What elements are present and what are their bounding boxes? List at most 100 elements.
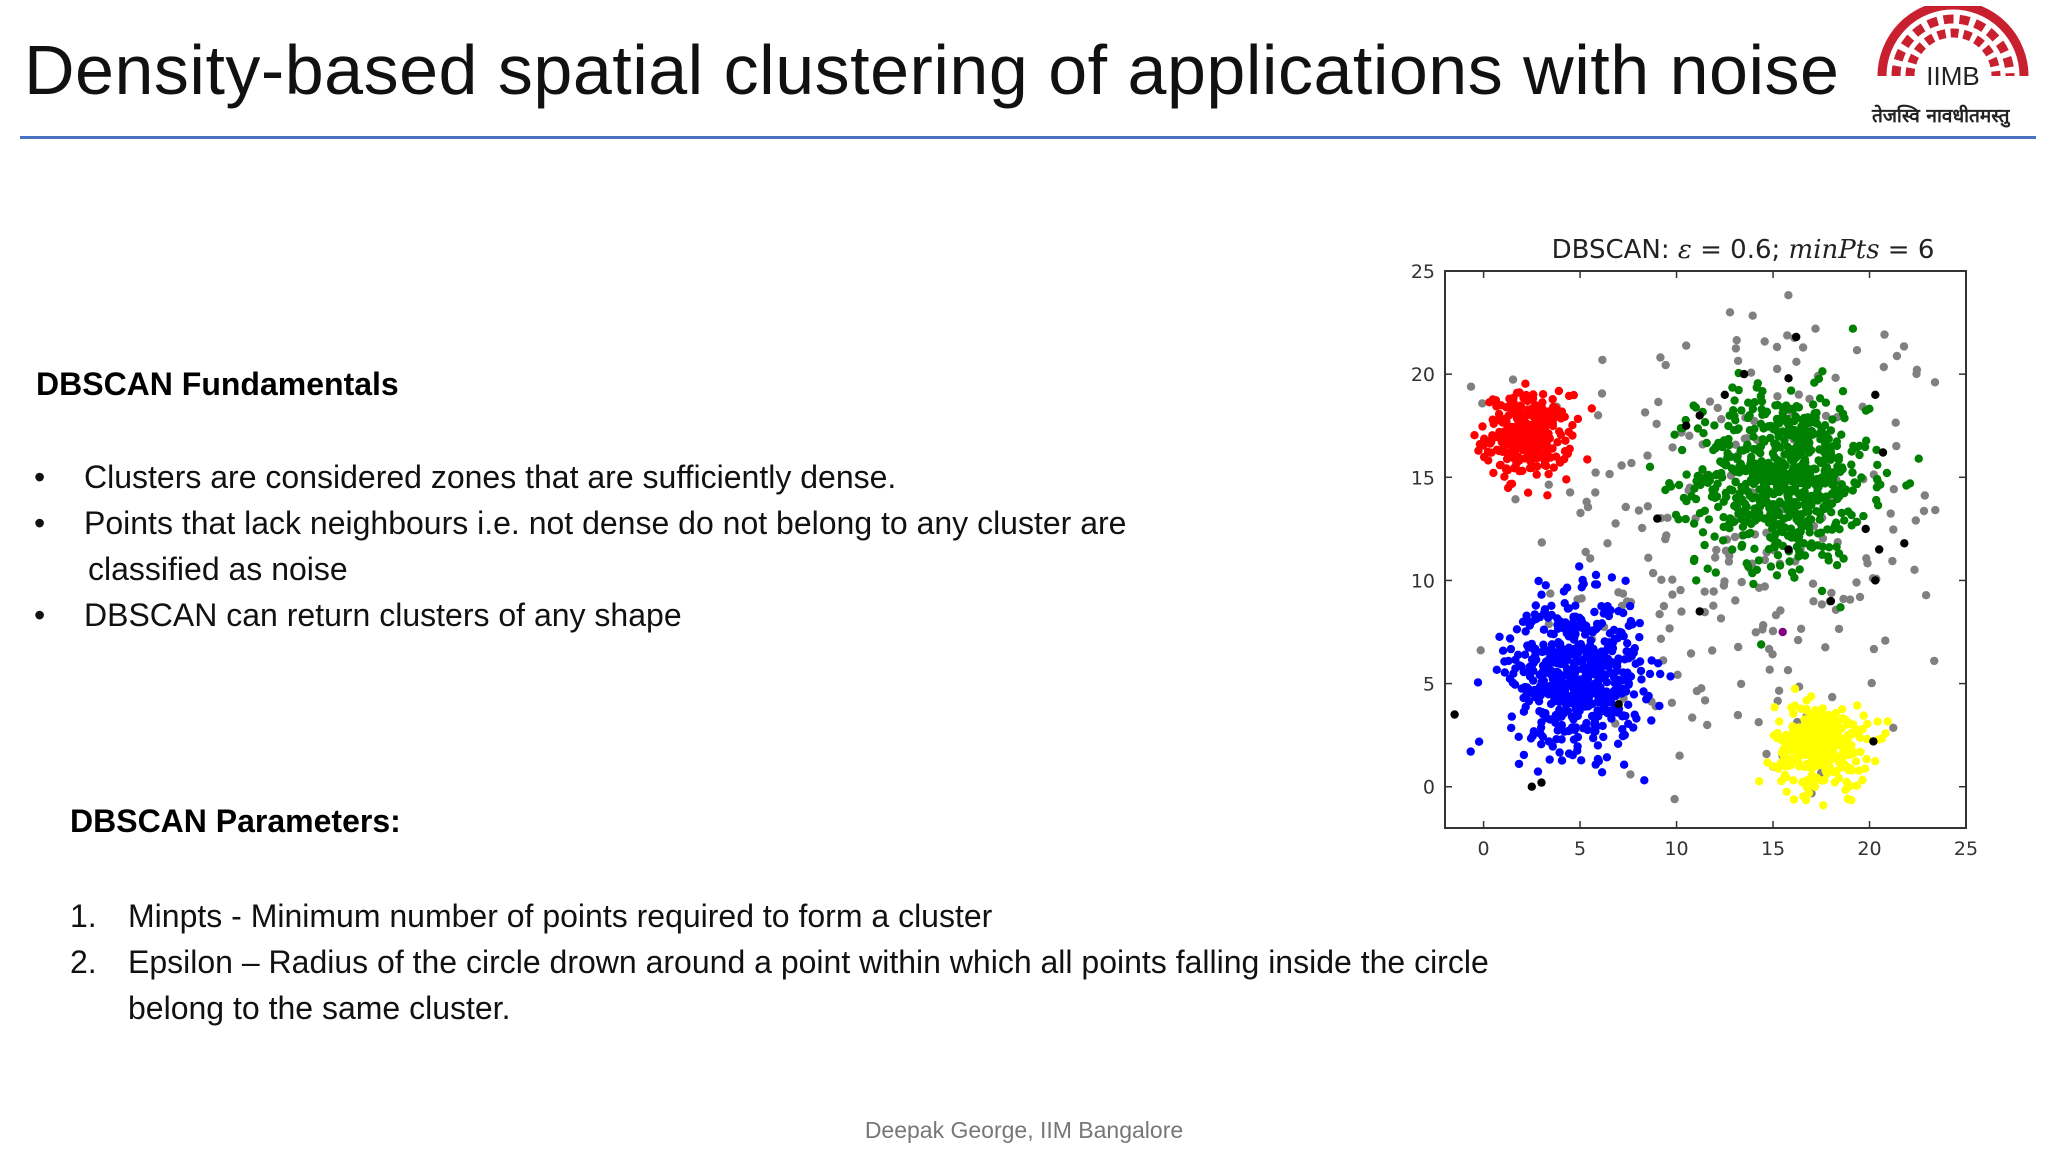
cluster-point	[1527, 639, 1536, 649]
x-tick-label: 20	[1857, 838, 1881, 860]
noise-point	[1733, 710, 1743, 720]
noise-point	[1686, 649, 1696, 658]
cluster-point	[1833, 717, 1842, 726]
cluster-point	[1629, 723, 1638, 732]
cluster-point	[1569, 689, 1578, 698]
cluster-point	[1785, 502, 1794, 511]
noise-point	[1760, 582, 1769, 591]
cluster-point	[1769, 762, 1778, 771]
cluster-point	[1573, 711, 1582, 721]
cluster-point	[1784, 420, 1793, 429]
cluster-point	[1753, 446, 1762, 455]
outlier-point	[1778, 627, 1787, 637]
cluster-point	[1489, 468, 1498, 478]
cluster-point	[1719, 522, 1728, 532]
cluster-point	[1538, 647, 1548, 656]
noise-point	[1862, 554, 1871, 563]
cluster-point	[1557, 756, 1567, 765]
outlier-point	[1537, 778, 1546, 787]
cluster-point	[1801, 507, 1810, 516]
cluster-point	[1776, 443, 1785, 452]
cluster-point	[1800, 715, 1809, 724]
cluster-point	[1538, 390, 1548, 399]
cluster-point	[1766, 562, 1776, 571]
cluster-point	[1721, 461, 1730, 470]
cluster-point	[1778, 427, 1787, 436]
cluster-point	[1605, 629, 1615, 638]
cluster-point	[1600, 649, 1609, 658]
y-tick-label: 5	[1423, 674, 1435, 696]
bullet-item: • Clusters are considered zones that are…	[30, 454, 1280, 500]
cluster-point	[1700, 540, 1709, 550]
cluster-point	[1545, 715, 1555, 724]
noise-point	[1711, 553, 1720, 562]
cluster-point	[1734, 385, 1743, 395]
noise-point	[1637, 523, 1647, 533]
cluster-point	[1794, 517, 1803, 526]
noise-point	[1665, 624, 1674, 633]
cluster-point	[1519, 707, 1529, 716]
cluster-point	[1770, 543, 1779, 552]
chart-title-prefix: DBSCAN:	[1552, 235, 1678, 265]
cluster-point	[1519, 431, 1528, 440]
cluster-point	[1682, 470, 1691, 479]
cluster-point	[1495, 632, 1504, 641]
noise-point	[1737, 577, 1746, 587]
noise-point	[1591, 468, 1600, 477]
noise-point	[1611, 519, 1620, 528]
chart-axes: 0 5 10 15 20 25 0 5 10 15 20 25	[1411, 261, 1978, 860]
noise-point	[1661, 534, 1670, 544]
noise-point	[1784, 291, 1793, 300]
noise-point	[1768, 626, 1778, 636]
cluster-point	[1748, 404, 1758, 414]
cluster-point	[1789, 776, 1798, 785]
cluster-point	[1572, 665, 1581, 675]
cluster-point	[1741, 484, 1750, 494]
noise-point	[1709, 601, 1718, 610]
cluster-point	[1542, 685, 1551, 695]
noise-point	[1796, 624, 1806, 633]
noise-point	[1544, 620, 1553, 629]
cluster-point	[1539, 640, 1548, 649]
cluster-point	[1819, 736, 1828, 745]
cluster-point	[1807, 446, 1816, 455]
cluster-point	[1778, 736, 1787, 746]
cluster-point	[1755, 512, 1764, 521]
cluster-point	[1577, 756, 1586, 765]
cluster-point	[1834, 453, 1844, 462]
bullet-continuation: classified as noise	[88, 551, 348, 587]
cluster-point	[1728, 486, 1737, 495]
cluster-point	[1801, 776, 1810, 785]
cluster-point	[1818, 542, 1827, 551]
cluster-point	[1763, 422, 1773, 431]
cluster-point	[1724, 421, 1733, 431]
noise-point	[1618, 589, 1628, 598]
cluster-point	[1774, 487, 1784, 497]
cluster-point	[1517, 440, 1526, 449]
noise-point	[1656, 634, 1666, 643]
cluster-point	[1537, 590, 1546, 599]
cluster-point	[1587, 404, 1596, 413]
cluster-point	[1519, 750, 1529, 760]
noise-point	[1760, 337, 1769, 346]
cluster-point	[1835, 491, 1844, 501]
cluster-point	[1682, 497, 1691, 506]
footer-credit: Deepak George, IIM Bangalore	[864, 1117, 1184, 1143]
noise-point	[1591, 488, 1600, 497]
noise-point	[1746, 368, 1756, 377]
cluster-point	[1814, 374, 1824, 383]
cluster-point	[1536, 723, 1546, 732]
cluster-point	[1625, 601, 1635, 611]
noise-point	[1677, 607, 1686, 616]
cluster-point	[1807, 717, 1816, 726]
y-tick-label: 25	[1411, 261, 1435, 283]
noise-point	[1685, 431, 1694, 440]
cluster-point	[1521, 627, 1530, 636]
cluster-point	[1843, 794, 1852, 804]
cluster-point	[1561, 700, 1571, 709]
noise-point	[1676, 585, 1685, 595]
x-tick-label: 5	[1574, 838, 1586, 860]
noise-point	[1667, 698, 1677, 707]
cluster-point	[1503, 466, 1512, 475]
cluster-point	[1804, 744, 1813, 753]
